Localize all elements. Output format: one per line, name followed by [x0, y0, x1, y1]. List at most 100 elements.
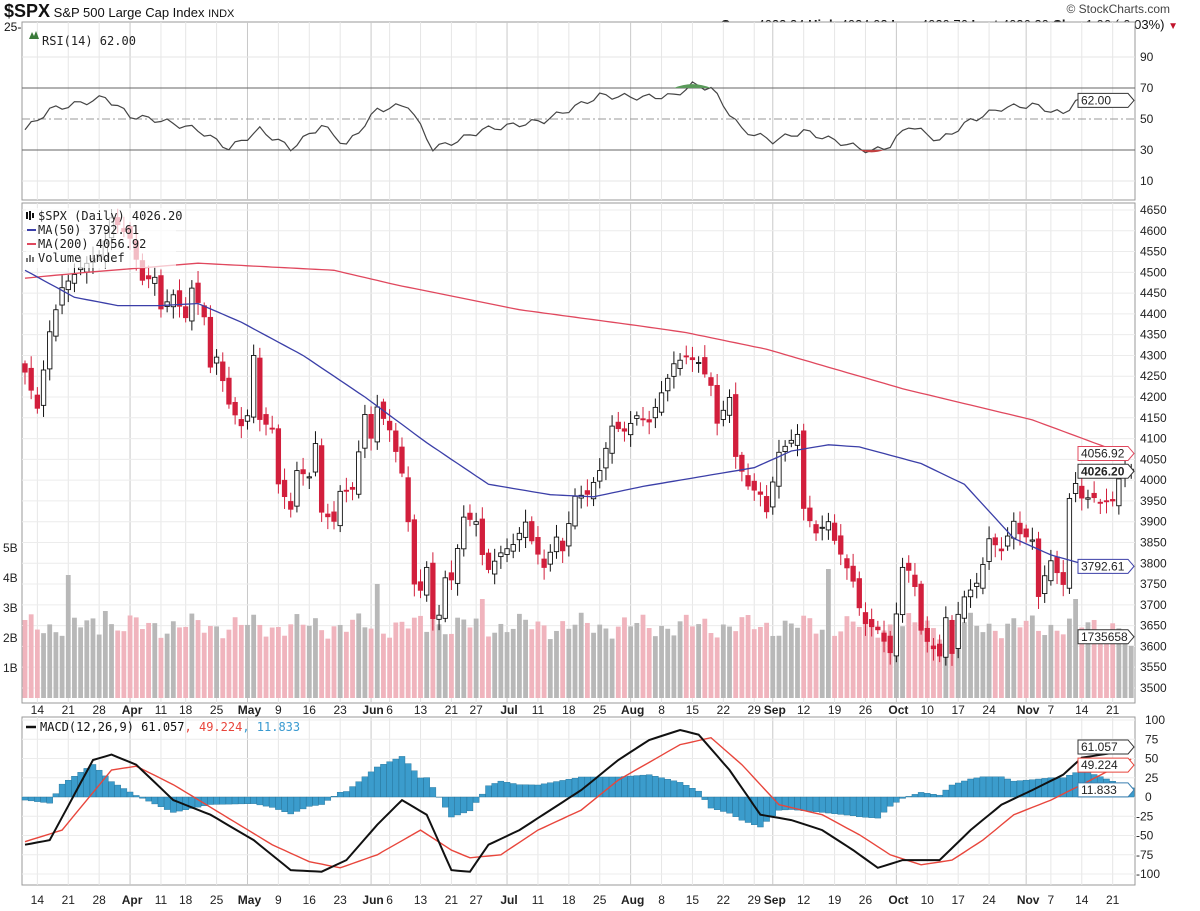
volume-bar — [34, 629, 40, 698]
macd-legend-legend_name: MACD(12,26,9) — [40, 720, 134, 734]
date-tick-label: Nov — [1017, 893, 1040, 907]
volume-bar — [1060, 634, 1066, 698]
candle-body — [479, 518, 485, 555]
date-tick-label: Apr — [122, 703, 143, 717]
macd-histogram-bar — [454, 796, 461, 816]
volume-bar — [418, 615, 423, 698]
volume-bar — [411, 617, 417, 698]
ma50-tag-text: 3792.61 — [1081, 559, 1125, 573]
price-tick-label: 4650 — [1140, 203, 1167, 217]
candle-body — [862, 612, 869, 624]
candle-body — [386, 420, 393, 431]
volume-bar — [282, 635, 287, 698]
date-tick-label: 11 — [532, 893, 545, 907]
macd-signal-tag-text: 49.224 — [1081, 758, 1118, 772]
candle-body — [572, 495, 578, 527]
date-tick-label: 21 — [1106, 893, 1120, 907]
volume-bar — [72, 617, 77, 698]
volume-tick-label: 5B — [3, 541, 18, 555]
volume-bar — [331, 626, 337, 698]
candle-body — [980, 564, 986, 589]
macd-histogram-bar — [367, 771, 375, 798]
volume-bar — [1128, 645, 1134, 698]
candle-body — [498, 552, 504, 558]
volume-bar — [195, 620, 201, 698]
macd-histogram-bar — [510, 783, 517, 798]
ma50-legend: MA(50) 3792.61 — [38, 223, 139, 237]
macd-histogram-bar — [343, 791, 350, 798]
candle-body — [207, 316, 214, 368]
macd-histogram-bar — [58, 783, 66, 798]
candle-body — [281, 479, 288, 498]
volume-bar — [776, 635, 782, 698]
date-tick-label: 26 — [859, 703, 873, 717]
volume-bar — [1116, 628, 1122, 698]
macd-histogram-bar — [849, 796, 857, 816]
macd-histogram-bar — [645, 774, 653, 798]
macd-histogram-bar — [924, 793, 931, 798]
candle-body — [788, 439, 794, 444]
volume-bar — [319, 630, 325, 698]
date-tick-label: 25 — [593, 893, 607, 907]
volume-bar — [90, 618, 96, 698]
rsi-value-tag — [1077, 92, 1135, 108]
candle-body — [881, 632, 887, 642]
candle-body — [770, 481, 776, 508]
macd-histogram-bar — [27, 796, 35, 802]
price-tick-label: 3700 — [1140, 598, 1167, 612]
candle-body — [393, 430, 399, 452]
candle-body — [807, 507, 813, 522]
macd-histogram-bar — [281, 796, 288, 812]
volume-tick-label: 1B — [3, 661, 18, 675]
candle-body — [65, 280, 71, 291]
macd-histogram-bar — [65, 779, 72, 798]
volume-bar — [1073, 599, 1078, 698]
volume-bar — [659, 625, 664, 698]
price-tick-label: 4100 — [1140, 432, 1167, 446]
candle-body — [726, 396, 733, 416]
volume-bar — [918, 617, 924, 698]
macd-histogram-bar — [831, 796, 838, 814]
macd-histogram-bar — [392, 758, 399, 798]
volume-bar — [294, 614, 300, 698]
volume-tag — [1077, 629, 1135, 645]
candle-body — [887, 635, 893, 654]
price-tick-label: 4200 — [1140, 390, 1167, 404]
volume-bar — [152, 623, 158, 698]
macd-histogram-bar — [386, 761, 393, 798]
macd-histogram-bar — [800, 796, 807, 811]
volume-bar — [59, 635, 65, 698]
macd-histogram-bar — [992, 776, 999, 798]
macd-histogram-bar — [954, 782, 962, 798]
candle-body — [918, 583, 924, 631]
volume-tag-text: 1735658 — [1081, 630, 1128, 644]
volume-bar — [584, 622, 590, 698]
volume-bar — [1054, 630, 1060, 698]
volume-bar — [53, 632, 59, 698]
macd-histogram-bar — [843, 796, 851, 816]
macd-tick-label: 100 — [1145, 713, 1165, 727]
macd-histogram-bar — [374, 766, 381, 798]
candle-body — [856, 578, 862, 609]
candle-body — [312, 443, 319, 473]
macd-histogram-bar — [460, 796, 467, 814]
volume-bar — [158, 637, 164, 698]
price-tick-label: 4550 — [1140, 245, 1167, 259]
volume-bar — [893, 633, 899, 698]
date-tick-label: 13 — [414, 703, 428, 717]
macd-histogram-bar — [287, 796, 294, 815]
candle-body — [714, 384, 720, 424]
volume-bar — [313, 618, 318, 698]
candle-body — [306, 476, 312, 479]
candle-body — [1035, 538, 1042, 597]
candle-body — [665, 377, 671, 392]
macd-histogram-bar — [559, 780, 566, 798]
candle-body — [683, 355, 689, 358]
volume-bar — [1017, 627, 1023, 698]
volume-legend: Volume undef — [38, 251, 125, 265]
price-tick-label: 4300 — [1140, 348, 1167, 362]
date-tick-label: Aug — [621, 703, 644, 717]
candle-body — [1091, 492, 1097, 499]
macd-histogram-bar — [664, 779, 671, 798]
